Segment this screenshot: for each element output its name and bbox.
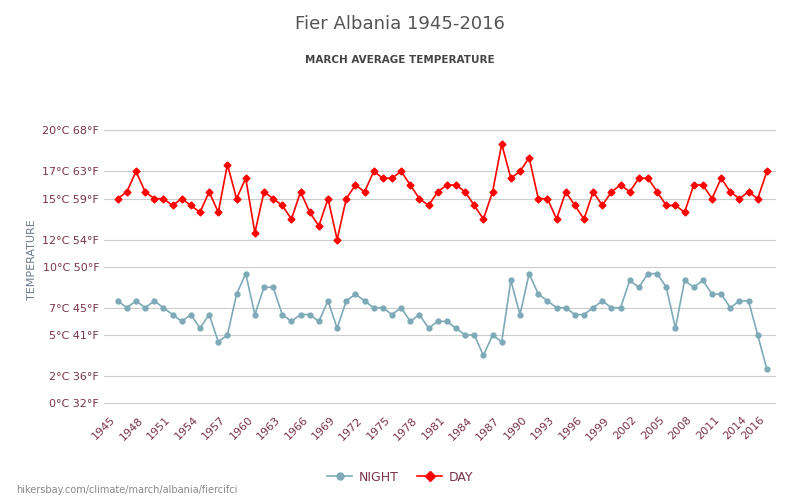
Line: NIGHT: NIGHT [115,271,770,372]
NIGHT [534,291,543,297]
DAY [570,202,580,208]
NIGHT [241,270,250,276]
Legend: NIGHT, DAY: NIGHT, DAY [322,466,478,489]
NIGHT [488,332,498,338]
Line: DAY: DAY [115,142,770,242]
DAY [204,189,214,195]
Text: hikersbay.com/climate/march/albania/fiercifci: hikersbay.com/climate/march/albania/fier… [16,485,238,495]
DAY [726,189,735,195]
NIGHT [278,312,287,318]
DAY [332,236,342,242]
Text: Fier Albania 1945-2016: Fier Albania 1945-2016 [295,15,505,33]
DAY [113,196,122,202]
NIGHT [113,298,122,304]
NIGHT [204,312,214,318]
Y-axis label: TEMPERATURE: TEMPERATURE [26,220,37,300]
DAY [342,196,351,202]
NIGHT [342,298,351,304]
DAY [542,196,552,202]
Text: MARCH AVERAGE TEMPERATURE: MARCH AVERAGE TEMPERATURE [305,55,495,65]
NIGHT [762,366,772,372]
DAY [497,141,506,147]
DAY [488,189,498,195]
NIGHT [561,304,570,310]
DAY [762,168,772,174]
